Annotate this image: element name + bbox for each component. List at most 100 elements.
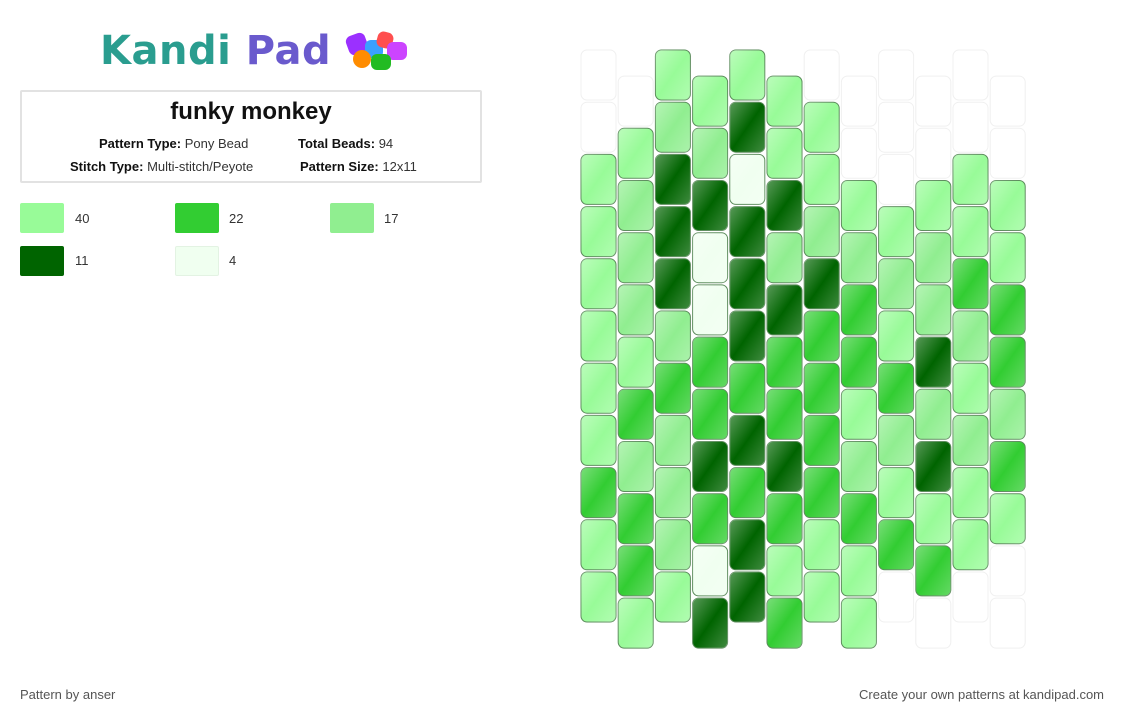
- create-patterns-link[interactable]: Create your own patterns at kandipad.com: [859, 687, 1104, 702]
- bead-shine: [990, 180, 1026, 231]
- total-beads-label: Total Beads:: [298, 136, 376, 151]
- bead-shine: [692, 180, 728, 231]
- color-swatch-4: [20, 246, 64, 276]
- empty-bead-slot: [915, 597, 952, 649]
- bead-shine: [618, 598, 654, 649]
- bead-shine: [915, 180, 951, 231]
- bead-shine: [841, 180, 877, 231]
- pattern-title: funky monkey: [170, 98, 332, 125]
- bead-shine: [990, 337, 1026, 388]
- bead-shine: [581, 363, 616, 414]
- bead-shine: [841, 232, 877, 283]
- bead-shine: [692, 441, 728, 492]
- color-count-3: 17: [384, 211, 399, 226]
- bead-shine: [729, 519, 765, 570]
- empty-bead-slot: [915, 75, 952, 127]
- bead-shine: [804, 363, 840, 414]
- bead-shine: [841, 493, 877, 544]
- pattern-size-label: Pattern Size:: [300, 159, 379, 174]
- bead-shine: [804, 258, 840, 309]
- bead-shine: [655, 311, 691, 361]
- pattern-size-value: 12x11: [382, 159, 417, 174]
- bead-shine: [953, 206, 988, 257]
- kandipad-logo[interactable]: Kandi Pad: [100, 26, 417, 76]
- bead-shine: [618, 545, 654, 596]
- bead-shine: [915, 389, 951, 440]
- bead-shine: [804, 467, 840, 518]
- bead-shine: [581, 519, 616, 570]
- bead-shine: [729, 102, 765, 153]
- bead-shine: [655, 206, 691, 257]
- bead-shine: [655, 415, 691, 466]
- bead-shine: [618, 180, 654, 231]
- bead-shine: [841, 441, 877, 492]
- bead-shine: [953, 519, 988, 570]
- bead-shine: [618, 337, 654, 388]
- bead-shine: [692, 128, 728, 179]
- pattern-type: Pattern Type: Pony Bead: [99, 136, 248, 151]
- bead-shine: [915, 493, 951, 544]
- bead-shine: [804, 519, 840, 570]
- bead-shine: [729, 415, 765, 466]
- pattern-info-card: funky monkey Pattern Type: Pony Bead Tot…: [20, 90, 482, 183]
- bead-shine: [767, 128, 802, 179]
- bead-shine: [729, 572, 765, 622]
- bead-shine: [841, 337, 877, 388]
- bead-shine: [767, 284, 802, 335]
- logo-text-kandi: Kandi: [100, 28, 232, 74]
- empty-bead-slot: [989, 545, 1026, 597]
- bead-shine: [581, 154, 616, 205]
- bead-shine: [655, 154, 691, 205]
- empty-bead-slot: [989, 75, 1026, 127]
- bead-shine: [915, 545, 951, 596]
- bead-shine: [767, 545, 802, 596]
- bead-shine: [655, 258, 691, 309]
- stitch-type-value: Multi-stitch/Peyote: [147, 159, 254, 174]
- bead-shine: [618, 441, 654, 492]
- color-count-4: 11: [75, 253, 89, 268]
- bead-shine: [655, 519, 691, 570]
- bead-shine: [655, 50, 691, 100]
- bead-shine: [804, 154, 840, 205]
- bead-shine: [767, 441, 802, 492]
- bead-shine: [878, 206, 914, 257]
- pattern-credit: Pattern by anser: [20, 687, 116, 702]
- color-swatch-1: [20, 203, 64, 233]
- bead-shine: [729, 311, 765, 361]
- empty-bead-slot: [617, 75, 654, 127]
- bead-shine: [618, 128, 654, 179]
- bead-shine: [729, 363, 765, 414]
- bead-shine: [990, 493, 1026, 544]
- color-count-2: 22: [229, 211, 244, 226]
- bead-shine: [990, 284, 1026, 335]
- bead-shine: [990, 389, 1026, 440]
- bead-shine: [915, 232, 951, 283]
- bead-shine: [692, 76, 728, 127]
- bead-shine: [729, 467, 765, 518]
- empty-bead-slot: [878, 153, 915, 205]
- bead-shine: [878, 258, 914, 309]
- bead-shine: [729, 154, 765, 205]
- bead-shine: [767, 337, 802, 388]
- bead-shine: [953, 467, 988, 518]
- empty-bead-slot: [915, 127, 952, 179]
- bead-shine: [692, 232, 728, 283]
- empty-bead-slot: [840, 75, 877, 127]
- bead-shine: [729, 258, 765, 309]
- pattern-size: Pattern Size: 12x11: [300, 159, 417, 174]
- bead-shine: [581, 206, 616, 257]
- bead-shine: [655, 102, 691, 153]
- bead-shine: [990, 232, 1026, 283]
- bead-shine: [804, 572, 840, 622]
- bead-shine: [804, 102, 840, 153]
- bead-shine: [692, 389, 728, 440]
- bead-shine: [804, 415, 840, 466]
- logo-beads-icon: [341, 28, 417, 74]
- bead-shine: [878, 467, 914, 518]
- empty-bead-slot: [803, 49, 840, 101]
- bead-shine: [841, 598, 877, 649]
- bead-shine: [915, 337, 951, 388]
- color-count-5: 4: [229, 253, 237, 268]
- empty-bead-slot: [989, 597, 1026, 649]
- bead-shine: [655, 572, 691, 622]
